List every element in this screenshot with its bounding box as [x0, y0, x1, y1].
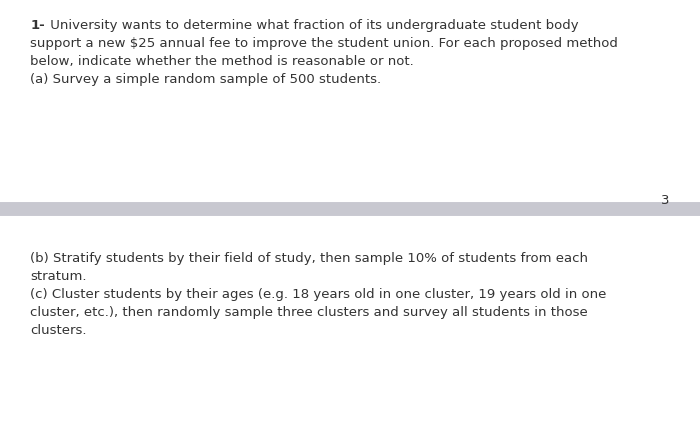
Text: 3: 3: [662, 194, 670, 206]
Text: support a new $25 annual fee to improve the student union. For each proposed met: support a new $25 annual fee to improve …: [30, 19, 618, 86]
Text: (b) Stratify students by their field of study, then sample 10% of students from : (b) Stratify students by their field of …: [30, 252, 606, 336]
Text: University wants to determine what fraction of its undergraduate student body: University wants to determine what fract…: [46, 19, 578, 32]
Text: 1-: 1-: [30, 19, 45, 32]
